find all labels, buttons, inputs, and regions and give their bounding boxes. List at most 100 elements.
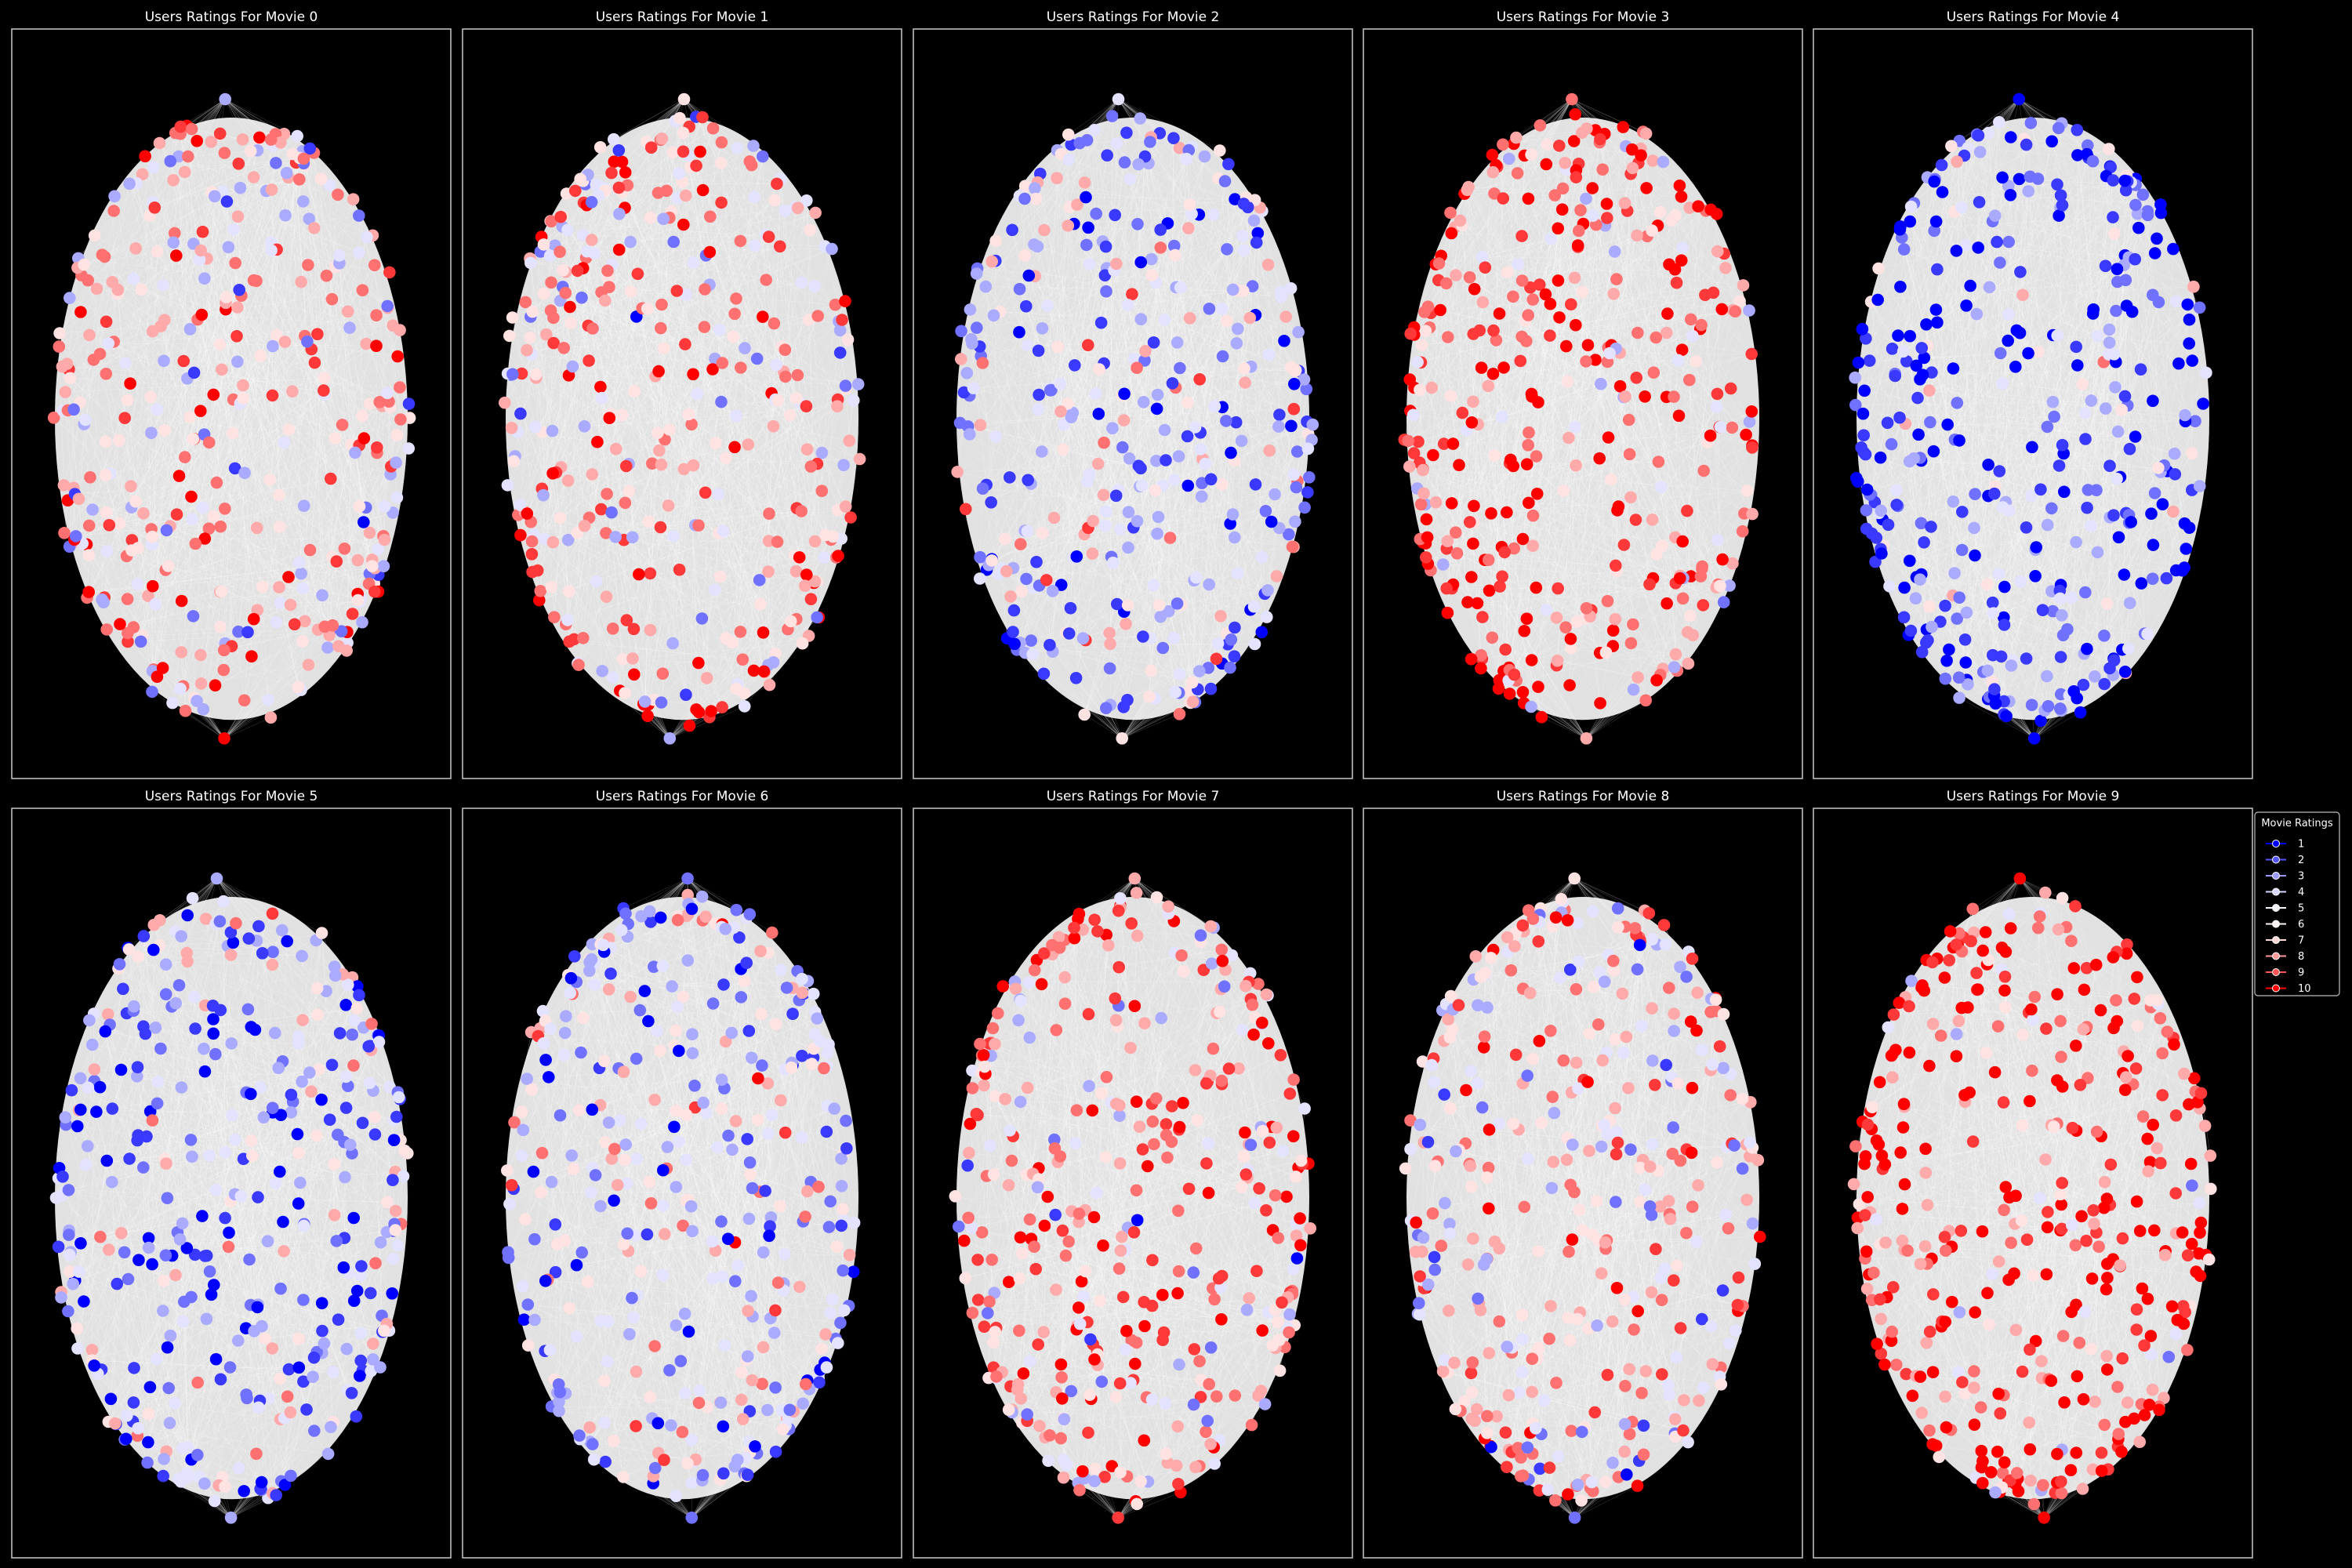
user-node bbox=[142, 1407, 155, 1421]
user-node bbox=[1032, 403, 1044, 416]
user-node bbox=[274, 136, 287, 149]
user-node bbox=[2075, 1210, 2088, 1223]
user-node bbox=[670, 285, 684, 297]
user-node bbox=[132, 1254, 145, 1266]
user-node bbox=[1014, 538, 1027, 550]
user-node bbox=[2169, 1187, 2182, 1200]
user-node bbox=[1857, 429, 1870, 441]
user-node bbox=[318, 372, 331, 385]
user-node bbox=[82, 519, 96, 532]
user-node bbox=[2056, 438, 2069, 452]
user-node bbox=[1205, 957, 1218, 970]
user-node bbox=[1193, 665, 1206, 677]
user-node bbox=[292, 1197, 305, 1210]
user-node bbox=[960, 503, 972, 516]
user-node bbox=[1181, 430, 1194, 443]
user-node bbox=[1544, 1300, 1557, 1312]
user-node bbox=[608, 1435, 620, 1447]
user-node bbox=[1860, 483, 1874, 496]
user-node bbox=[1939, 672, 1952, 685]
user-node bbox=[2029, 1334, 2042, 1348]
user-node bbox=[353, 989, 365, 1002]
user-node bbox=[745, 1290, 757, 1302]
user-node bbox=[630, 1365, 643, 1378]
user-node bbox=[1944, 925, 1957, 938]
user-node bbox=[213, 127, 227, 140]
user-node bbox=[1226, 283, 1240, 296]
user-node bbox=[819, 1328, 832, 1341]
user-nodes bbox=[1398, 93, 1759, 745]
user-node bbox=[1619, 390, 1632, 403]
user-node bbox=[1576, 285, 1589, 299]
user-node bbox=[1014, 1231, 1027, 1244]
user-node bbox=[125, 480, 137, 492]
user-node bbox=[1684, 1015, 1697, 1028]
user-node bbox=[1062, 220, 1075, 232]
user-node bbox=[1229, 416, 1243, 429]
user-node bbox=[661, 1141, 674, 1153]
user-node bbox=[1015, 585, 1028, 597]
user-node bbox=[1065, 1385, 1078, 1398]
user-node bbox=[1202, 1186, 1215, 1200]
user-node bbox=[1216, 350, 1229, 363]
user-node bbox=[1729, 305, 1742, 318]
user-node bbox=[1955, 1001, 1968, 1014]
user-node bbox=[1719, 262, 1732, 274]
user-node bbox=[837, 1203, 849, 1216]
user-node bbox=[953, 1220, 965, 1233]
panel-movie-5: Users Ratings For Movie 5 bbox=[11, 789, 452, 1559]
user-node bbox=[515, 367, 528, 380]
user-node bbox=[1304, 1222, 1316, 1235]
user-node bbox=[1650, 331, 1662, 344]
user-node bbox=[2061, 622, 2074, 636]
user-node bbox=[1533, 1035, 1546, 1047]
user-node bbox=[747, 140, 760, 152]
user-node bbox=[1479, 261, 1492, 274]
user-node bbox=[742, 438, 755, 451]
legend-label: 1 bbox=[2298, 839, 2304, 851]
user-node bbox=[780, 982, 793, 994]
user-node bbox=[1661, 307, 1674, 320]
panel-grid: Users Ratings For Movie 0 Users Ratings F… bbox=[11, 9, 2253, 1559]
user-node bbox=[1892, 329, 1904, 342]
user-node bbox=[1465, 571, 1478, 583]
user-node bbox=[173, 1233, 187, 1246]
user-node bbox=[2156, 1089, 2169, 1102]
user-node bbox=[2095, 1465, 2108, 1477]
user-node bbox=[685, 1434, 699, 1446]
user-node bbox=[735, 1366, 748, 1379]
user-node bbox=[1054, 1358, 1068, 1371]
user-node bbox=[402, 442, 415, 455]
user-node bbox=[730, 903, 743, 916]
user-node bbox=[278, 1245, 290, 1258]
user-node bbox=[594, 1200, 607, 1213]
user-node bbox=[2107, 174, 2120, 187]
user-node bbox=[1617, 1047, 1630, 1059]
user-node bbox=[2188, 1072, 2201, 1085]
user-node bbox=[1105, 1460, 1119, 1472]
user-node bbox=[1138, 1296, 1150, 1308]
user-node bbox=[255, 1475, 268, 1489]
user-node bbox=[270, 615, 283, 629]
user-node bbox=[358, 516, 370, 528]
user-node bbox=[354, 1269, 367, 1282]
user-node bbox=[220, 291, 233, 303]
user-node bbox=[265, 183, 278, 196]
user-node bbox=[199, 913, 212, 925]
user-node bbox=[2181, 1344, 2194, 1356]
user-node bbox=[1882, 518, 1895, 532]
user-node bbox=[259, 1332, 272, 1345]
user-node bbox=[745, 1051, 758, 1064]
user-node bbox=[514, 499, 527, 511]
user-node bbox=[227, 426, 239, 440]
user-node bbox=[779, 1247, 791, 1261]
user-node bbox=[2154, 1012, 2167, 1025]
user-node bbox=[605, 506, 618, 519]
user-node bbox=[1599, 1236, 1612, 1249]
user-node bbox=[1515, 1366, 1529, 1379]
user-node bbox=[716, 701, 728, 713]
user-node bbox=[2058, 485, 2071, 499]
user-nodes bbox=[951, 93, 1319, 745]
user-node bbox=[215, 585, 228, 598]
user-node bbox=[139, 150, 151, 163]
